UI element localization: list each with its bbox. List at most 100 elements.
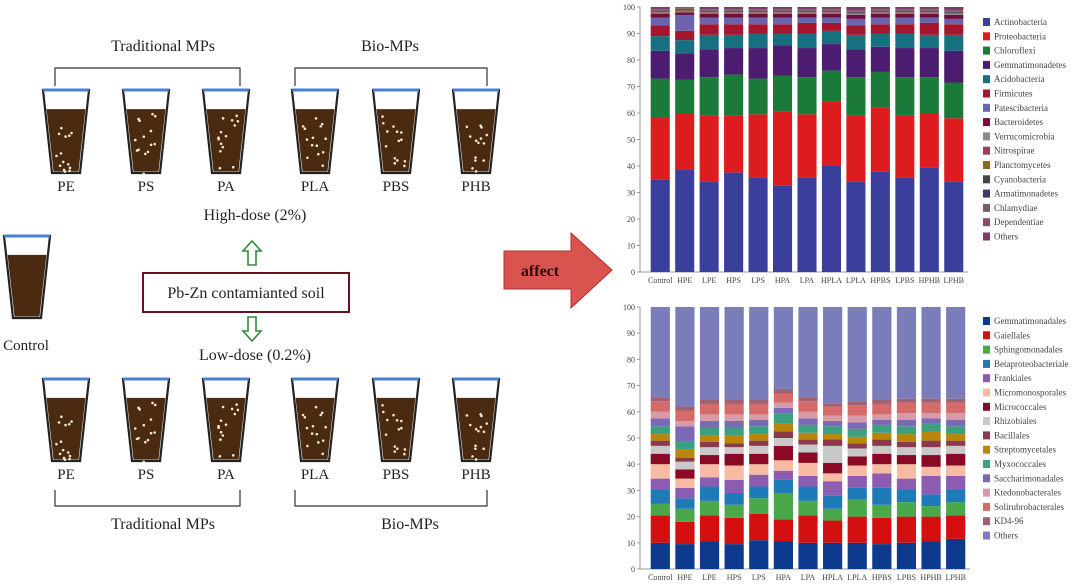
bar-segment-streptomycetales [749, 434, 769, 441]
legend-swatch [983, 345, 990, 354]
bar-segment-proteobacteria [919, 113, 939, 168]
bar-segment-armatimonadetes [895, 10, 915, 11]
bottom-bio-label: Bio-MPs [381, 516, 439, 533]
bar-segment-acidobacteria [870, 33, 890, 47]
legend-swatch [983, 445, 990, 454]
bar-segment-proteobacteria [772, 111, 793, 186]
x-tick-label: LPE [702, 276, 716, 285]
bar-segment-kd4-96 [724, 400, 744, 404]
soil-fill [295, 109, 335, 172]
bar-segment-streptomycetales [872, 432, 892, 440]
bar-segment-bacteroidetes [944, 14, 964, 19]
microplastic-particle [217, 426, 220, 429]
bar-segment-actinobacteria [772, 185, 793, 272]
bar-segment-others [847, 307, 867, 402]
bar-segment-actinobacteria [895, 177, 915, 272]
legend-swatch [983, 331, 990, 340]
legend-item: Chloroflexi [983, 46, 1036, 56]
bar-segment-acidobacteria [797, 33, 817, 49]
legend-label: Planctomycetes [994, 160, 1051, 170]
microplastic-particle [392, 413, 395, 417]
bar-segment-gemmatimonadales [650, 542, 670, 569]
bar-segment-frankiales [823, 481, 843, 496]
microplastic-particle [400, 138, 403, 142]
legend-item: Armatimonadetes [983, 189, 1058, 199]
bar-segment-chlamydiae [944, 10, 964, 12]
bar-segment-streptomycetales [921, 431, 941, 441]
microplastic-particle [224, 134, 228, 138]
bar-segment-proteobacteria [748, 114, 768, 178]
bar-segment-actinobacteria [748, 177, 768, 272]
x-tick-label: HPLA [822, 573, 843, 582]
microplastic-particle [385, 130, 389, 133]
bar-segment-acidobacteria [650, 36, 670, 51]
legend-item: Firmicutes [983, 89, 1033, 99]
bar-segment-proteobacteria [675, 113, 695, 170]
microplastic-particle [381, 121, 385, 125]
microplastic-particle [224, 423, 228, 426]
bar-segment-firmicutes [846, 25, 866, 35]
microplastic-particle [403, 448, 407, 451]
bar-segment-cyanobacteria [772, 10, 793, 12]
bar-segment-firmicutes [895, 24, 915, 34]
bar-segment-micrococcales [749, 453, 769, 465]
bar-segment-chloroflexi [944, 82, 964, 119]
microplastic-particle [315, 432, 319, 436]
bar-segment-verrucomicrobia [699, 12, 719, 14]
bar-segment-frankiales [847, 475, 867, 488]
microplastic-particle [397, 427, 401, 431]
bar-segment-myxococcales [823, 426, 843, 435]
bar-segment-acidobacteria [675, 40, 695, 54]
bar-segment-bacillales [724, 443, 744, 448]
bar-segment-ktedonobacterales [798, 411, 818, 419]
legend-label: Patescibacteria [994, 103, 1048, 113]
bar-segment-kd4-96 [872, 400, 892, 404]
legend-label: Frankiales [994, 373, 1032, 383]
bar-segment-verrucomicrobia [724, 12, 744, 14]
y-tick-label: 20 [627, 513, 635, 522]
microplastic-particle [468, 423, 472, 427]
bar-segment-rhizobiales [921, 447, 941, 456]
microplastic-particle [465, 414, 469, 417]
bar-segment-gaiellales [749, 513, 769, 541]
bar-segment-sphingomonadales [650, 503, 670, 516]
bar-segment-verrucomicrobia [944, 14, 964, 15]
bar-segment-bacillales [773, 431, 793, 438]
bar-segment-others [896, 307, 917, 399]
legend-item: Verrucomicrobia [983, 131, 1054, 141]
microplastic-particle [480, 126, 483, 129]
bar-segment-verrucomicrobia [846, 14, 866, 15]
bar-segment-micrococcales [675, 469, 695, 479]
legend-item: Micromonosporales [983, 388, 1066, 398]
y-tick-label: 30 [627, 486, 635, 495]
bar-segment-micromonosporales [798, 462, 818, 476]
microplastic-particle [70, 131, 73, 135]
bar-segment-frankiales [724, 479, 744, 494]
microplastic-particle [321, 439, 325, 442]
legend-swatch [983, 460, 990, 468]
bar-segment-gaiellales [896, 516, 917, 543]
bar-segment-kd4-96 [921, 398, 941, 403]
legend-swatch [983, 232, 990, 241]
microplastic-particle [303, 416, 307, 419]
bar-segment-others [724, 307, 744, 401]
bar-segment-verrucomicrobia [821, 12, 842, 14]
bar-segment-firmicutes [724, 24, 744, 35]
bar-segment-planctomycetes [675, 10, 695, 11]
microplastic-particle [221, 405, 225, 409]
bar-segment-saccharimonadales [724, 420, 744, 428]
bar-segment-bacillales [798, 439, 818, 445]
microplastic-particle [399, 131, 403, 134]
bar-segment-frankiales [896, 478, 917, 490]
bar-segment-chloroflexi [919, 77, 939, 113]
legend-item: Solirubrobacterales [983, 502, 1064, 512]
bar-segment-solirubrobacterales [798, 401, 818, 412]
microplastic-particle [63, 170, 67, 173]
bar-segment-cyanobacteria [675, 9, 695, 11]
microplastic-particle [471, 455, 474, 458]
legend-item: Planctomycetes [983, 160, 1051, 170]
bar-segment-micrococcales [798, 452, 818, 463]
microplastic-particle [474, 139, 478, 143]
legend-item: Bacillales [983, 430, 1030, 440]
bar-segment-nitrospirae [699, 12, 719, 13]
